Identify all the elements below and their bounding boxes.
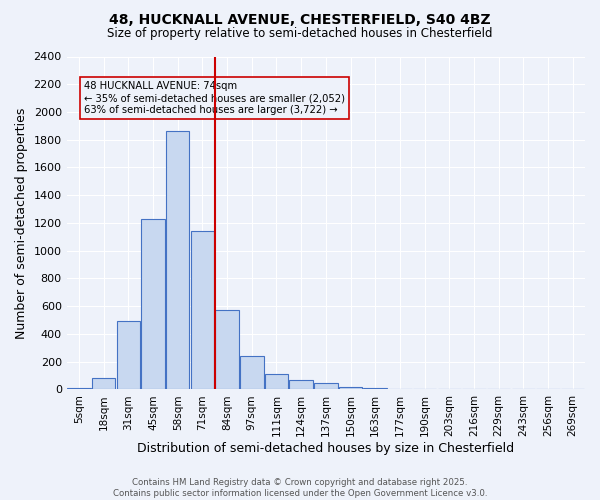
Text: 48, HUCKNALL AVENUE, CHESTERFIELD, S40 4BZ: 48, HUCKNALL AVENUE, CHESTERFIELD, S40 4… [109,12,491,26]
Bar [413,389,436,390]
X-axis label: Distribution of semi-detached houses by size in Chesterfield: Distribution of semi-detached houses by … [137,442,514,455]
Y-axis label: Number of semi-detached properties: Number of semi-detached properties [15,108,28,338]
Bar [92,378,115,390]
Bar [67,388,91,390]
Bar [314,383,338,390]
Bar [215,310,239,390]
Bar [166,132,190,390]
Bar [364,388,387,390]
Bar [240,356,263,390]
Bar [191,232,214,390]
Bar [289,380,313,390]
Text: 48 HUCKNALL AVENUE: 74sqm
← 35% of semi-detached houses are smaller (2,052)
63% : 48 HUCKNALL AVENUE: 74sqm ← 35% of semi-… [84,82,345,114]
Bar [339,388,362,390]
Text: Contains HM Land Registry data © Crown copyright and database right 2025.
Contai: Contains HM Land Registry data © Crown c… [113,478,487,498]
Bar [265,374,288,390]
Bar [142,219,165,390]
Text: Size of property relative to semi-detached houses in Chesterfield: Size of property relative to semi-detach… [107,28,493,40]
Bar [388,389,412,390]
Bar [116,322,140,390]
